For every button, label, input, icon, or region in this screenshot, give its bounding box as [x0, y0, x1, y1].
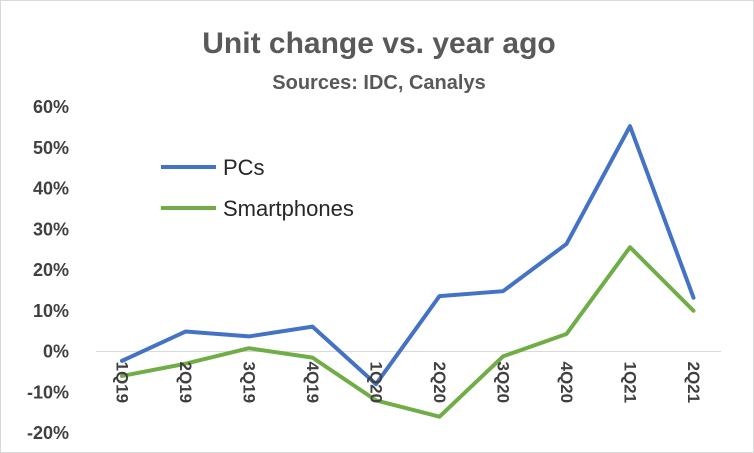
chart-title: Unit change vs. year ago: [202, 27, 555, 60]
x-axis: 1Q19 2Q19 3Q19 4Q19 1Q20 2Q20 3Q20 4Q20 1Q21 2Q21: [113, 362, 704, 404]
legend-label-pcs: PCs: [223, 155, 265, 180]
legend-label-smartphones: Smartphones: [223, 196, 354, 221]
y-tick-label: 0%: [43, 342, 69, 362]
legend: PCs Smartphones: [161, 155, 354, 221]
x-tick-label: 1Q20: [367, 362, 386, 404]
y-tick-label: 50%: [33, 138, 69, 158]
y-tick-label: -10%: [27, 382, 69, 402]
y-tick-label: 20%: [33, 260, 69, 280]
y-tick-label: 40%: [33, 179, 69, 199]
chart-subtitle: Sources: IDC, Canalys: [272, 72, 485, 94]
series-line-pcs: [120, 124, 696, 387]
x-tick-label: 1Q21: [621, 362, 640, 404]
x-tick-label: 1Q19: [113, 362, 132, 404]
plot-area: [120, 124, 696, 419]
x-tick-label: 3Q19: [240, 362, 259, 404]
y-tick-label: 30%: [33, 219, 69, 239]
y-axis: 60% 50% 40% 30% 20% 10% 0% -10% -20%: [27, 97, 69, 443]
y-tick-label: 10%: [33, 301, 69, 321]
x-tick-label: 2Q19: [176, 362, 195, 404]
x-tick-label: 2Q21: [684, 362, 703, 404]
series-line-smartphones: [120, 245, 696, 419]
x-tick-label: 2Q20: [430, 362, 449, 404]
y-tick-label: 60%: [33, 97, 69, 117]
x-tick-label: 3Q20: [494, 362, 513, 404]
x-tick-label: 4Q19: [303, 362, 322, 404]
x-tick-label: 4Q20: [557, 362, 576, 404]
y-tick-label: -20%: [27, 423, 69, 443]
